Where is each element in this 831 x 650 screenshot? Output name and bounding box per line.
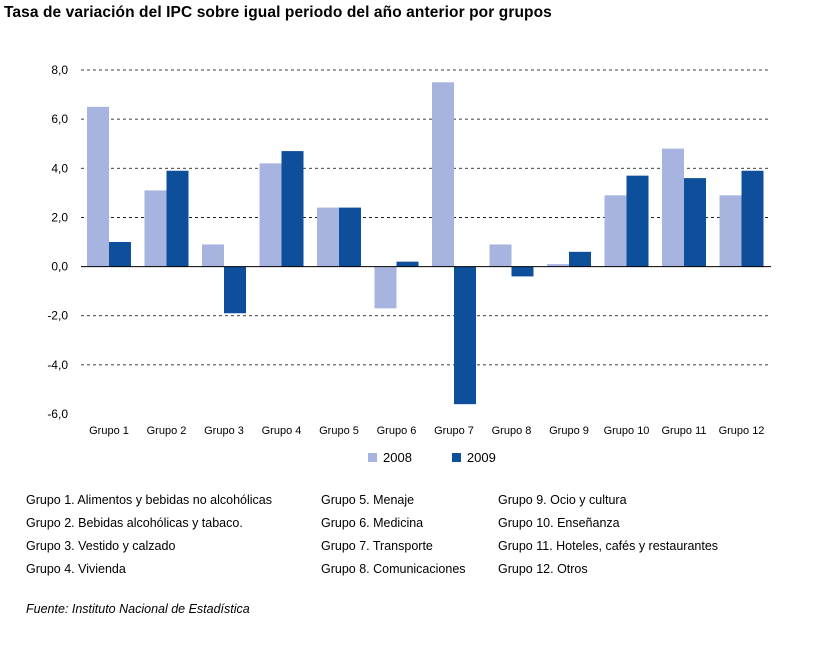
bar-2008-11 [662,148,684,267]
x-tick-label: Grupo 3 [204,425,244,437]
x-tick-label: Grupo 11 [661,425,706,437]
bar-2009-2 [166,170,189,267]
x-tick-label: Grupo 1 [89,425,129,437]
bar-2009-4 [281,151,304,267]
group-legend-item: Grupo 2. Bebidas alcohólicas y tabaco. [26,516,243,530]
legend-item-2009: 2009 [451,450,496,465]
bar-2008-7 [432,82,454,267]
group-legend-item: Grupo 7. Transporte [321,539,433,553]
bar-2008-2 [144,190,167,267]
bar-2009-5 [339,207,361,267]
bar-2009-7 [454,266,476,405]
bar-2009-8 [511,266,534,277]
group-legend-item: Grupo 8. Comunicaciones [321,562,466,576]
group-legend-item: Grupo 9. Ocio y cultura [498,493,627,507]
legend-label-2008: 2008 [383,450,412,465]
source-note: Fuente: Instituto Nacional de Estadístic… [26,602,250,616]
bar-2009-9 [569,251,591,267]
group-legend-item: Grupo 1. Alimentos y bebidas no alcohóli… [26,493,272,507]
chart-legend: 2008 2009 [368,450,536,465]
y-tick-label: 2,0 [51,210,68,224]
bar-2008-8 [489,244,512,267]
x-tick-label: Grupo 5 [319,425,359,437]
bar-2009-3 [224,266,246,314]
bar-2009-1 [109,242,131,267]
bar-2008-12 [719,195,742,267]
group-legend-col-1: Grupo 1. Alimentos y bebidas no alcohóli… [26,489,272,581]
x-tick-label: Grupo 4 [262,425,302,437]
bar-2008-9 [547,264,569,267]
y-tick-label: -2,0 [47,309,68,323]
bar-2009-12 [741,170,764,267]
bar-2008-10 [604,195,627,267]
group-legend-col-2: Grupo 5. Menaje Grupo 6. Medicina Grupo … [321,489,466,581]
legend-label-2009: 2009 [466,450,496,465]
bar-2009-6 [396,261,419,267]
group-legend-item: Grupo 11. Hoteles, cafés y restaurantes [498,539,719,553]
bar-2008-5 [317,207,339,267]
legend-item-2008: 2008 [368,450,412,465]
x-tick-label: Grupo 8 [492,425,532,437]
x-tick-label: Grupo 10 [604,425,650,437]
y-tick-label: -4,0 [47,358,68,372]
bar-2008-3 [202,244,224,267]
y-tick-label: -6,0 [47,407,68,421]
bar-2009-10 [626,175,649,267]
bar-2008-4 [259,163,282,267]
group-legend-col-3: Grupo 9. Ocio y cultura Grupo 10. Enseña… [498,489,718,581]
group-legend-item: Grupo 3. Vestido y calzado [26,539,176,553]
group-legend-item: Grupo 6. Medicina [321,516,424,530]
group-legend-item: Grupo 4. Vivienda [26,562,126,576]
x-tick-label: Grupo 6 [377,425,417,437]
legend-swatch-2008 [368,453,377,462]
bar-2008-6 [374,266,397,309]
x-tick-label: Grupo 7 [434,425,474,437]
group-legend-item: Grupo 12. Otros [498,562,588,576]
x-tick-label: Grupo 9 [549,425,589,437]
bar-chart: 8,0 6,0 4,0 2,0 0,0 -2,0 -4,0 -6,0 Grupo 1 Grupo … [47,63,771,437]
bar-2009-11 [684,178,706,267]
bar-2008-1 [87,106,109,267]
y-tick-label: 6,0 [51,112,68,126]
y-tick-label: 4,0 [51,161,68,175]
group-legend-item: Grupo 5. Menaje [321,493,415,507]
chart-title: Tasa de variación del IPC sobre igual pe… [4,4,552,21]
legend-swatch-2009 [451,453,461,462]
y-tick-label: 8,0 [51,63,68,77]
x-tick-label: Grupo 12 [719,425,765,437]
y-tick-label: 0,0 [51,260,68,274]
x-tick-label: Grupo 2 [147,425,187,437]
group-legend-item: Grupo 10. Enseñanza [498,516,620,530]
